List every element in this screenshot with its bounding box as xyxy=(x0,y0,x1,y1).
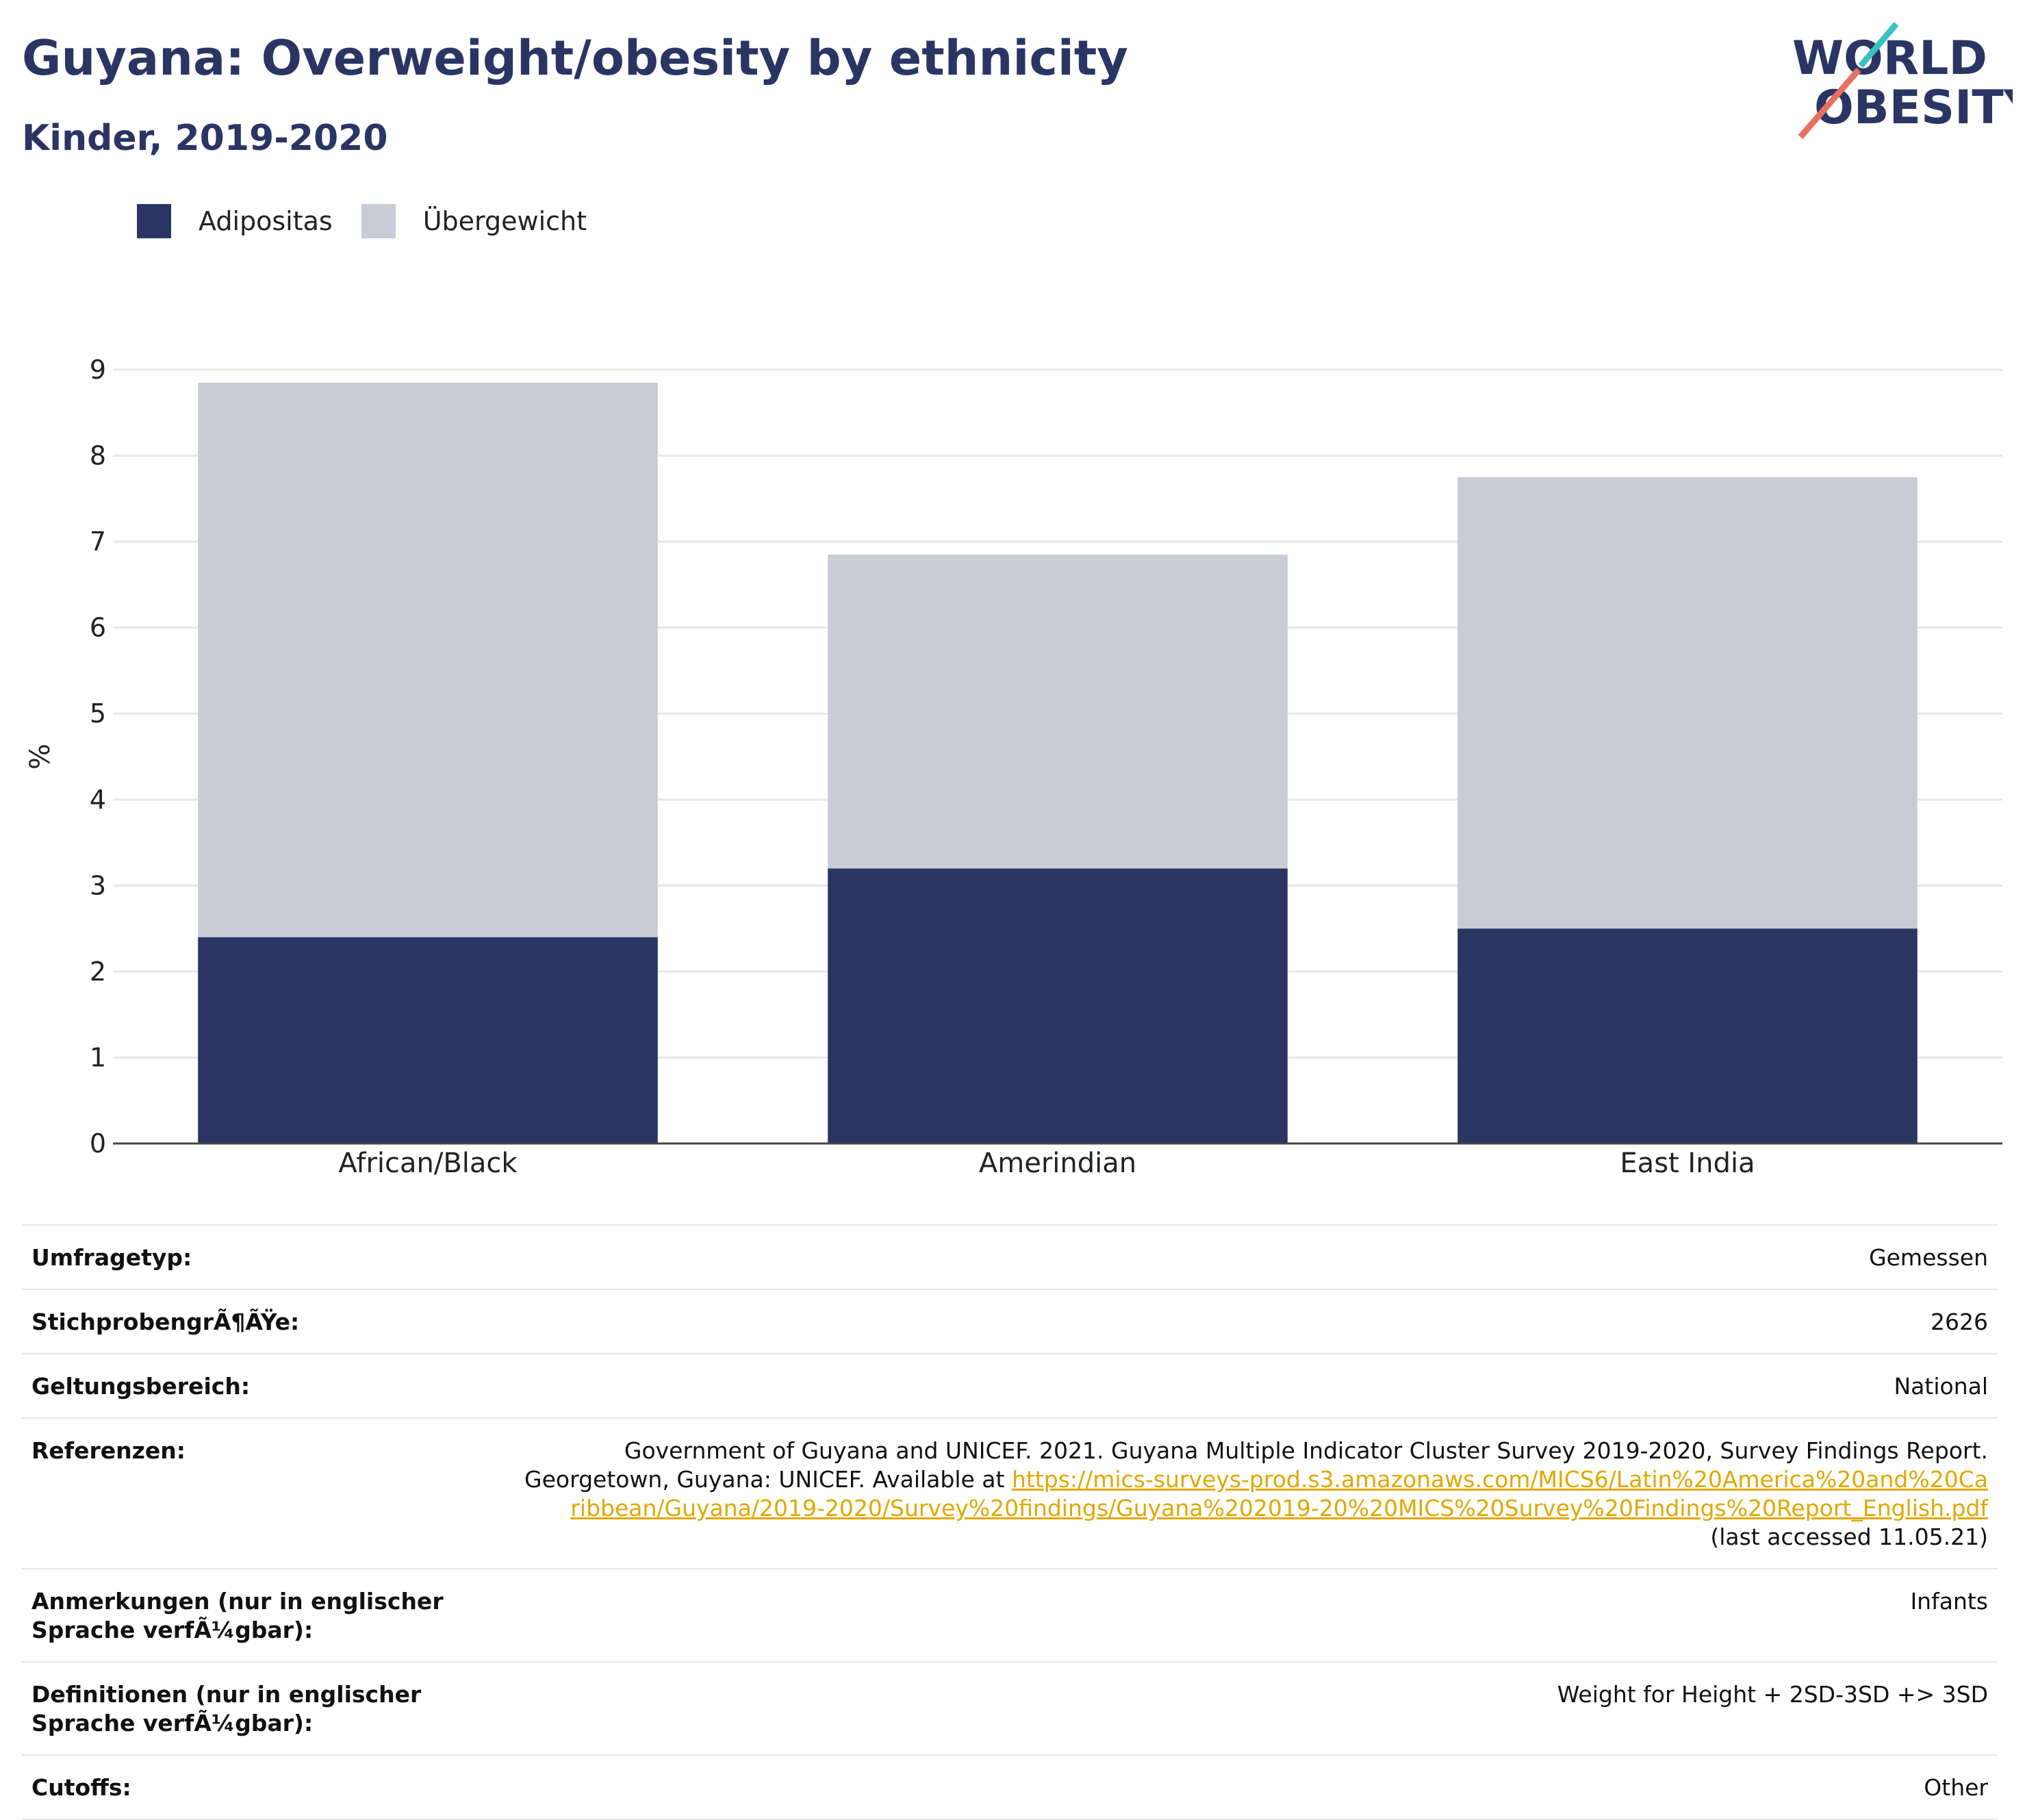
legend-label-adipositas: Adipositas xyxy=(199,206,333,236)
world-obesity-logo: WORLD OBESITY xyxy=(1792,22,2013,139)
bar--bergewicht-east-india xyxy=(1457,477,1918,929)
y-tick-label: 0 xyxy=(90,1128,106,1159)
y-tick-label: 5 xyxy=(90,698,106,729)
x-tick-label: African/Black xyxy=(338,1148,518,1179)
legend-item-adipositas[interactable]: Adipositas xyxy=(137,204,333,238)
bar-adipositas-amerindian xyxy=(828,868,1288,1143)
meta-row-sample-size: StichprobengrÃ¶ÃŸe: 2626 xyxy=(22,1290,1998,1354)
meta-row-survey-type: Umfragetyp: Gemessen xyxy=(22,1226,1998,1290)
y-tick-label: 3 xyxy=(90,870,106,900)
meta-row-notes: Anmerkungen (nur in englischer Sprache v… xyxy=(22,1569,1998,1663)
meta-value: Other xyxy=(1924,1774,1988,1801)
y-tick-label: 8 xyxy=(90,441,106,471)
x-tick-label: East India xyxy=(1620,1148,1755,1179)
meta-label: Referenzen: xyxy=(31,1437,186,1464)
reference-accessed: (last accessed 11.05.21) xyxy=(1710,1524,1988,1550)
y-tick-label: 6 xyxy=(90,613,106,643)
meta-row-references: Referenzen: Government of Guyana and UNI… xyxy=(22,1419,1998,1569)
meta-value: 2626 xyxy=(1931,1309,1988,1335)
meta-value: Infants xyxy=(1910,1588,1988,1615)
y-tick-label: 4 xyxy=(90,785,106,815)
legend-swatch-adipositas xyxy=(137,204,171,238)
legend-swatch-uebergewicht xyxy=(361,204,396,238)
meta-row-cutoffs: Cutoffs: Other xyxy=(22,1756,1998,1820)
stacked-bar-chart: 0 1 2 3 4 5 6 7 8 9% African/Black Amerindian East I… xyxy=(25,355,2002,1179)
meta-value: Weight for Height + 2SD-3SD +> 3SD xyxy=(1557,1681,1988,1708)
meta-label: StichprobengrÃ¶ÃŸe: xyxy=(31,1309,300,1335)
y-tick-label: 1 xyxy=(90,1042,106,1072)
chart-subtitle: Kinder, 2019-2020 xyxy=(22,118,388,159)
meta-label: Umfragetyp: xyxy=(31,1244,192,1271)
meta-row-definitions: Definitionen (nur in englischer Sprache … xyxy=(22,1663,1998,1756)
y-tick-label: 9 xyxy=(90,355,106,385)
y-axis-label: % xyxy=(25,744,56,770)
bar-adipositas-african-black xyxy=(198,937,658,1143)
meta-label: Anmerkungen (nur in englischer Sprache v… xyxy=(31,1588,444,1643)
legend-item-uebergewicht[interactable]: Übergewicht xyxy=(361,204,587,238)
meta-label: Geltungsbereich: xyxy=(31,1373,251,1400)
chart-legend: Adipositas Übergewicht xyxy=(137,204,615,238)
legend-label-uebergewicht: Übergewicht xyxy=(422,206,587,236)
logo-slash-teal xyxy=(1858,22,1899,68)
reference-text: Government of Guyana and UNICEF. 2021. G… xyxy=(524,1437,1988,1493)
bar--bergewicht-african-black xyxy=(198,382,658,937)
meta-label: Cutoffs: xyxy=(31,1774,131,1801)
meta-value-reference: Government of Guyana and UNICEF. 2021. G… xyxy=(524,1437,1988,1552)
chart-title: Guyana: Overweight/obesity by ethnicity xyxy=(22,30,1128,86)
logo-slash-red xyxy=(1798,68,1861,139)
meta-row-coverage: Geltungsbereich: National xyxy=(22,1354,1998,1419)
y-tick-label: 7 xyxy=(90,527,106,557)
meta-label: Definitionen (nur in englischer Sprache … xyxy=(31,1681,422,1736)
y-tick-label: 2 xyxy=(90,957,106,987)
meta-value: National xyxy=(1894,1373,1988,1400)
logo-line-2: OBESITY xyxy=(1814,81,2013,135)
metadata-table: Umfragetyp: Gemessen StichprobengrÃ¶ÃŸe:… xyxy=(22,1224,1998,1820)
bar--bergewicht-amerindian xyxy=(828,554,1288,869)
logo-line-1: WORLD xyxy=(1792,31,1987,86)
reference-link[interactable]: https://mics-surveys-prod.s3.amazonaws.c… xyxy=(570,1466,1988,1521)
bar-adipositas-east-india xyxy=(1457,928,1918,1143)
meta-value: Gemessen xyxy=(1869,1244,1988,1271)
x-tick-label: Amerindian xyxy=(979,1148,1136,1179)
